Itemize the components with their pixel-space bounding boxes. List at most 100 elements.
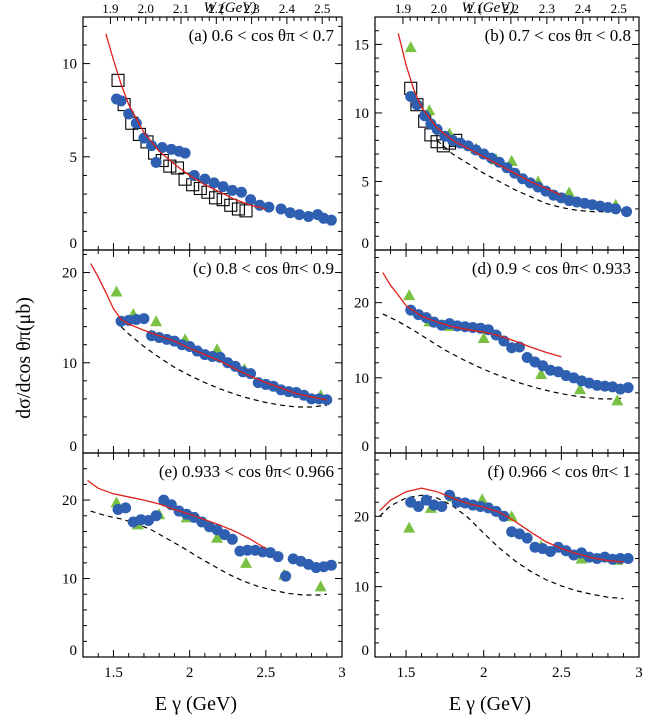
circle-point [493, 156, 505, 168]
y-tick-label: 10 [354, 106, 369, 122]
panel-0: 0 5 10 1.9 2.0 2.1 2.2 2.3 2.4 2.5 (a) 0.6 < cos θ… [62, 1, 343, 252]
panel-1: 0 5 10 15 1.9 2.0 2.1 2.2 2.3 2.4 2.5 (b) 0.7 < cos… [354, 1, 640, 252]
x-axis-label-right: E γ (GeV) [449, 693, 531, 715]
y-tick-label: 5 [362, 174, 370, 190]
top-tick-label: 1.9 [395, 1, 411, 16]
top-tick-label: 2.3 [539, 1, 555, 16]
x-tick-label: 1.5 [397, 665, 416, 681]
plot-area [382, 272, 634, 406]
plot-area [105, 33, 337, 226]
top-tick-label: 2.0 [138, 1, 154, 16]
circle-point [217, 181, 229, 193]
circle-point [146, 140, 158, 152]
x-tick-label: 2 [186, 665, 194, 681]
top-tick-label: 2.5 [611, 1, 627, 16]
circle-point [115, 95, 127, 107]
circle-point [521, 532, 533, 544]
panel-title: (b) 0.7 < cos θπ < 0.8 [485, 26, 631, 45]
model-curve [397, 33, 562, 196]
triangle-point [403, 521, 416, 533]
plot-area [90, 263, 333, 408]
square-point [208, 191, 223, 205]
panel-title: (e) 0.933 < cos θπ< 0.966 [159, 462, 334, 481]
y-tick-label: 20 [62, 493, 77, 509]
x-tick-label: 2.5 [552, 665, 571, 681]
top-tick-label: 1.9 [102, 1, 118, 16]
y-tick-label: 0 [362, 439, 370, 455]
triangle-point [403, 289, 416, 301]
top-tick-label: 2.0 [431, 1, 447, 16]
square-point [170, 161, 185, 175]
panel-frame [374, 249, 640, 454]
triangle-point [535, 368, 548, 380]
y-tick-label: 20 [62, 266, 77, 282]
top-tick-label: 2.4 [575, 1, 592, 16]
panel-title: (f) 0.966 < cos θπ< 1 [487, 462, 631, 481]
model-curve [87, 479, 267, 550]
panel-2: 0 10 20 (c) 0.8 < cos θπ< 0.9 [62, 249, 343, 455]
x-tick-label: 2 [480, 665, 488, 681]
model-curve [90, 263, 327, 401]
panel-title: (a) 0.6 < cos θπ < 0.7 [189, 26, 335, 45]
top-tick-label: 2.1 [467, 1, 483, 16]
y-tick-label: 0 [362, 643, 370, 659]
circle-point [120, 502, 132, 514]
circle-point [130, 117, 142, 129]
top-tick-label: 2.2 [503, 1, 519, 16]
panel-frame [82, 452, 343, 658]
y-tick-label: 10 [62, 356, 77, 372]
dashed-curve [436, 139, 624, 213]
triangle-point [404, 41, 417, 53]
square-point [231, 202, 245, 216]
plot-area [397, 33, 633, 218]
model-curve [105, 33, 266, 210]
y-tick-label: 0 [70, 643, 78, 659]
circle-point [199, 173, 211, 185]
x-tick-label: 2.5 [256, 665, 275, 681]
circle-point [242, 544, 254, 556]
y-axis-label: dσ/dcos θπ(μb) [13, 297, 35, 419]
circle-point [610, 203, 622, 215]
circle-point [229, 360, 241, 372]
circle-point [208, 177, 220, 189]
panel-5: 0 10 20 1.5 2 2.5 3 (f) 0.966 < cos θπ< 1 [354, 452, 643, 681]
circle-point [150, 510, 162, 522]
y-tick-label: 10 [354, 580, 369, 596]
triangle-point [573, 383, 586, 395]
circle-point [280, 570, 292, 582]
y-tick-label: 20 [354, 509, 369, 525]
circle-point [325, 214, 337, 226]
square-point [224, 198, 238, 212]
triangle-point [211, 531, 224, 543]
y-tick-label: 10 [354, 371, 369, 387]
top-tick-label: 2.3 [243, 1, 259, 16]
top-axis-label-right: W (GeV) [462, 0, 515, 16]
circle-point [245, 194, 257, 206]
circle-point [275, 203, 287, 215]
y-tick-label: 15 [354, 37, 369, 53]
triangle-point [150, 315, 163, 327]
triangle-point [477, 331, 490, 343]
circle-point [621, 206, 633, 218]
triangle-point [314, 580, 327, 592]
y-tick-label: 10 [62, 572, 77, 588]
circle-point [436, 500, 448, 512]
panel-title: (c) 0.8 < cos θπ< 0.9 [193, 259, 334, 278]
dashed-curve [379, 494, 624, 600]
circle-point [254, 199, 266, 211]
dashed-curve [120, 326, 327, 408]
circle-point [123, 108, 135, 120]
x-tick-label: 1.5 [104, 665, 123, 681]
circle-point [622, 382, 634, 394]
triangle-point [240, 556, 253, 568]
circle-point [138, 313, 150, 325]
circle-point [293, 209, 305, 221]
circle-point [325, 559, 337, 571]
circle-point [412, 500, 424, 512]
circle-point [419, 110, 431, 122]
square-point [239, 204, 253, 218]
circle-point [226, 533, 238, 545]
circle-point [226, 184, 238, 196]
top-tick-label: 2.5 [314, 1, 330, 16]
